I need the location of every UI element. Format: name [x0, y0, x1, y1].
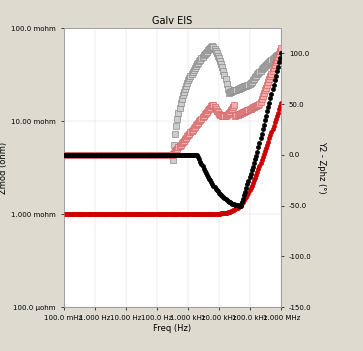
Title: Galv EIS: Galv EIS [152, 16, 192, 26]
Y-axis label: Zmod (ohm): Zmod (ohm) [0, 141, 8, 194]
Y-axis label: Y2 - Zphz (°): Y2 - Zphz (°) [317, 141, 326, 194]
X-axis label: Freq (Hz): Freq (Hz) [153, 324, 192, 332]
